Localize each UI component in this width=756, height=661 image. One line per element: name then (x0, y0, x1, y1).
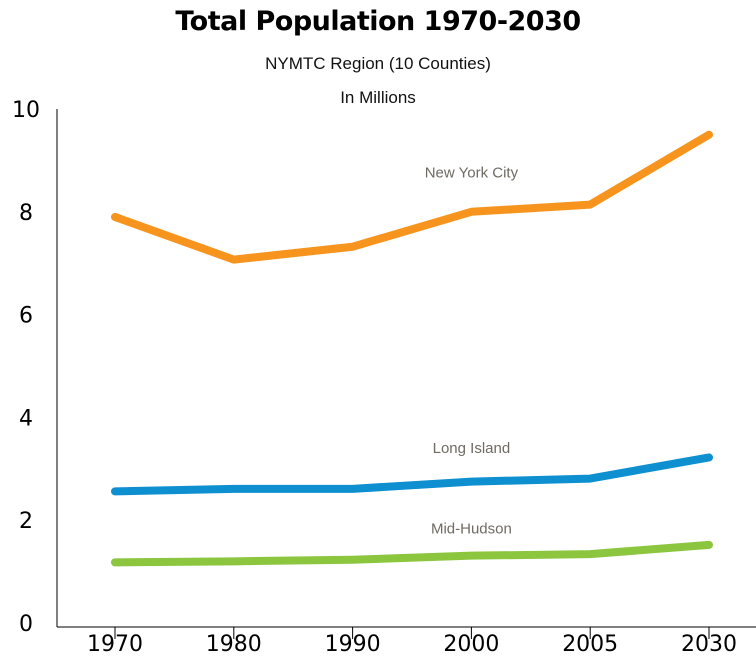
y-tick-label: 2 (19, 509, 33, 534)
y-tick-label: 0 (19, 612, 33, 637)
series-label: Long Island (433, 440, 511, 457)
y-tick-label: 4 (19, 406, 33, 431)
x-tick-label: 2000 (443, 632, 499, 657)
chart-subtitle: NYMTC Region (10 Counties) (265, 54, 491, 73)
chart-title: Total Population 1970-2030 (175, 6, 581, 37)
series-label: Mid-Hudson (431, 521, 512, 538)
series-line-mid-hudson (111, 540, 713, 567)
chart-unit-label: In Millions (340, 88, 416, 107)
series-line-long-island (111, 453, 713, 496)
x-tick-label: 1970 (87, 632, 143, 657)
y-tick-label: 8 (19, 201, 33, 226)
x-tick-label: 1980 (206, 632, 262, 657)
series-label: New York City (425, 164, 519, 181)
x-tick-label: 2005 (562, 632, 618, 657)
y-tick-label: 10 (12, 98, 40, 123)
series-line-new-york-city (111, 130, 713, 264)
x-tick-label: 1990 (325, 632, 381, 657)
y-tick-label: 6 (19, 304, 33, 329)
x-tick-label: 2030 (681, 632, 737, 657)
